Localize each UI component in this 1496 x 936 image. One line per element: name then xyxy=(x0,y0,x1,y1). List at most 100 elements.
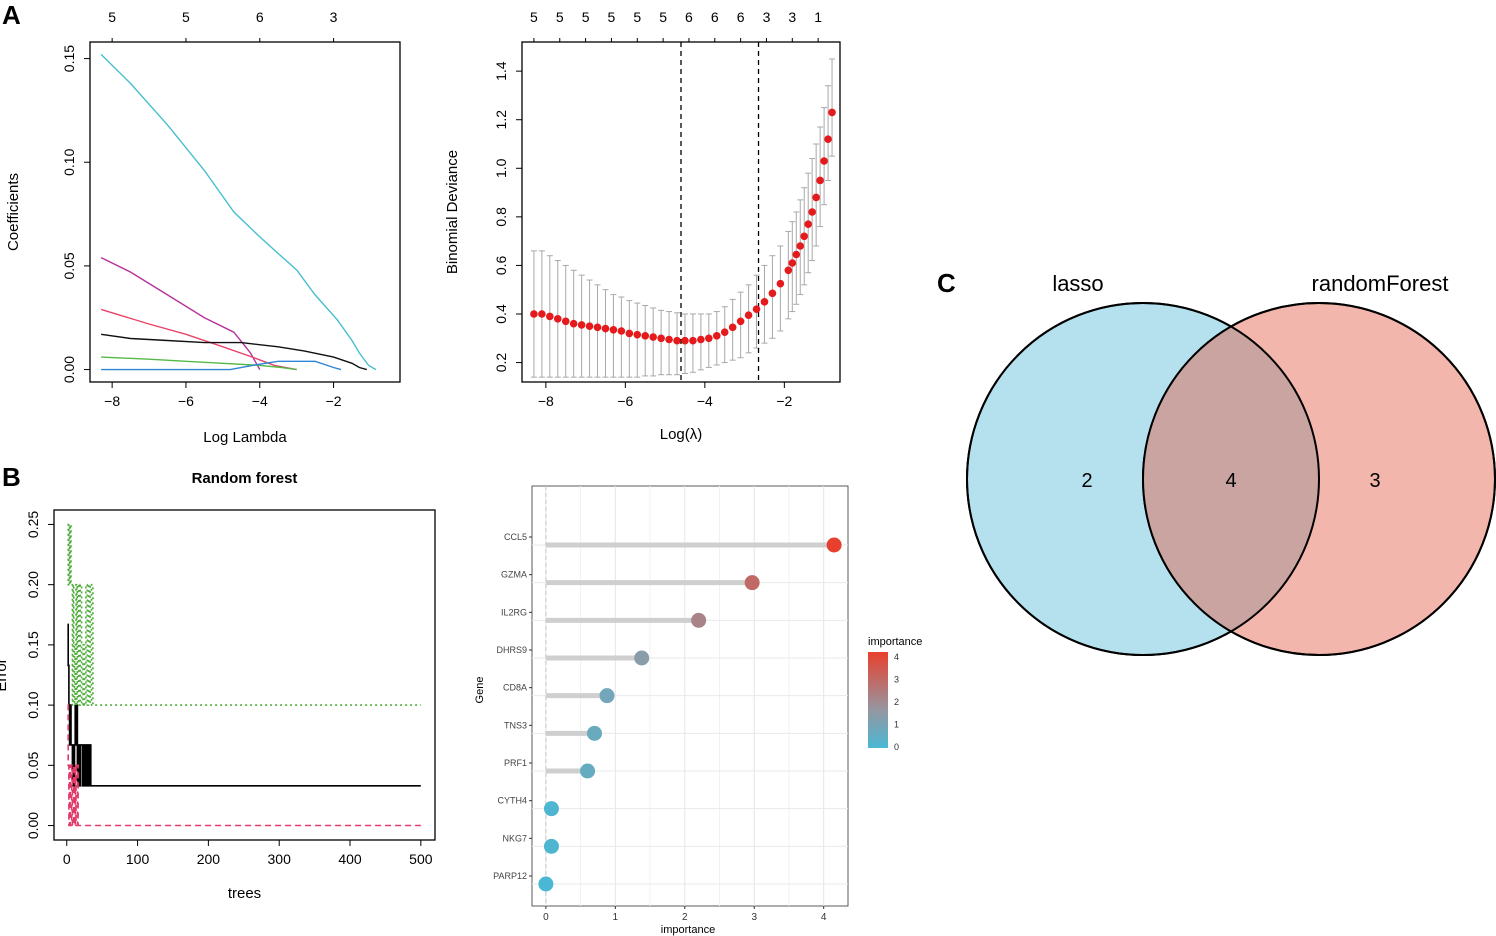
deviance-point xyxy=(792,250,801,259)
deviance-point xyxy=(760,298,769,306)
importance-legend: importance 4 3 2 1 0 xyxy=(868,636,922,752)
rf-x-tick-label: 0 xyxy=(63,851,71,867)
deviance-point xyxy=(816,176,824,185)
lasso-top-tick-label: 6 xyxy=(256,9,264,25)
rf-y-tick-label: 0.20 xyxy=(25,571,41,598)
importance-gene-label: CCL5 xyxy=(504,532,527,542)
rf-error-line-class2 xyxy=(67,523,421,706)
deviance-y-axis-label: Binomial Deviance xyxy=(444,150,461,274)
importance-gene-label: TNS3 xyxy=(504,720,527,730)
lasso-top-tick-label: 5 xyxy=(108,9,116,25)
importance-dot xyxy=(543,838,559,854)
deviance-y-tick-label: 0.4 xyxy=(493,304,509,324)
deviance-point xyxy=(768,289,777,298)
venn-count-randomforest-only: 3 xyxy=(1369,470,1380,492)
panel-label-a: A xyxy=(2,0,21,30)
lasso-coef-line-coef6 xyxy=(101,360,342,371)
deviance-y-tick-label: 1.4 xyxy=(493,61,509,81)
importance-gene-label: DHRS9 xyxy=(496,645,527,655)
deviance-x-tick-label: −8 xyxy=(538,393,554,409)
importance-lollipop-chart: 0 1 2 3 4 importance Gene CCL5 GZMA IL2RG DHRS9 CD8… xyxy=(474,485,922,936)
deviance-point xyxy=(808,208,816,216)
deviance-point xyxy=(681,336,689,345)
deviance-point xyxy=(577,321,586,329)
deviance-point xyxy=(609,325,618,334)
deviance-top-tick-label: 6 xyxy=(711,9,719,25)
lasso-x-axis-label: Log Lambda xyxy=(203,429,287,446)
lasso-top-tick-label: 3 xyxy=(330,9,338,25)
deviance-top-tick-label: 1 xyxy=(814,9,822,25)
importance-x-tick-label: 2 xyxy=(682,912,688,923)
panel-label-c: C xyxy=(937,268,956,298)
importance-x-axis-label: importance xyxy=(661,924,715,936)
lasso-x-tick-label: −6 xyxy=(178,393,194,409)
deviance-point xyxy=(617,327,626,335)
importance-gene-label: CYTH4 xyxy=(497,796,527,806)
deviance-point xyxy=(569,319,578,328)
deviance-x-tick-label: −4 xyxy=(697,393,713,409)
importance-x-tick-label: 3 xyxy=(751,912,757,923)
deviance-point xyxy=(546,312,554,321)
lasso-y-tick-label: 0.15 xyxy=(61,45,77,72)
venn-overlap xyxy=(1143,303,1319,655)
lasso-y-tick-label: 0.05 xyxy=(61,252,77,279)
importance-dot xyxy=(580,763,596,779)
rf-plot-frame xyxy=(53,509,436,841)
deviance-point xyxy=(665,335,673,344)
importance-x-tick-label: 0 xyxy=(543,912,549,923)
deviance-top-tick-label: 6 xyxy=(737,9,745,25)
importance-legend-colorbar xyxy=(868,652,888,748)
deviance-point xyxy=(553,315,562,323)
rf-x-tick-label: 100 xyxy=(126,851,150,867)
deviance-point xyxy=(828,108,836,117)
panel-label-b: B xyxy=(2,462,21,492)
rf-x-axis-label: trees xyxy=(228,885,261,902)
lasso-x-tick-label: −2 xyxy=(326,393,342,409)
deviance-point xyxy=(585,322,594,330)
lasso-plot-frame xyxy=(89,41,401,383)
deviance-point xyxy=(712,332,721,340)
deviance-top-tick-label: 5 xyxy=(582,9,590,25)
venn-count-lasso-only: 2 xyxy=(1081,470,1092,492)
rf-error-line-OOB xyxy=(67,623,421,787)
deviance-point xyxy=(776,279,785,288)
deviance-point xyxy=(800,232,809,241)
deviance-point xyxy=(820,157,828,165)
rf-y-tick-label: 0.00 xyxy=(25,812,41,839)
venn-label-lasso: lasso xyxy=(1052,271,1103,296)
deviance-y-tick-label: 1.0 xyxy=(493,158,509,178)
importance-legend-label: 3 xyxy=(894,675,899,685)
rf-x-tick-label: 200 xyxy=(197,851,221,867)
venn-label-randomforest: randomForest xyxy=(1312,271,1449,296)
deviance-point xyxy=(728,323,737,332)
deviance-point xyxy=(788,259,797,267)
deviance-top-tick-label: 5 xyxy=(633,9,641,25)
importance-dot xyxy=(587,725,603,741)
importance-dot xyxy=(538,876,554,892)
deviance-point xyxy=(657,334,665,343)
venn-count-shared: 4 xyxy=(1225,470,1236,492)
deviance-point xyxy=(538,310,546,318)
lasso-y-tick-label: 0.00 xyxy=(61,356,77,383)
deviance-point xyxy=(812,193,820,202)
deviance-point xyxy=(673,336,681,345)
rf-chart-title: Random forest xyxy=(192,470,298,487)
importance-dot xyxy=(634,650,650,666)
lasso-coef-line-coef1 xyxy=(100,53,377,371)
deviance-point xyxy=(752,305,761,313)
importance-gene-label: PRF1 xyxy=(504,758,527,768)
importance-legend-label: 0 xyxy=(894,742,899,752)
lasso-coef-line-coef3 xyxy=(100,308,297,371)
deviance-point xyxy=(736,317,745,326)
deviance-x-axis-label: Log(λ) xyxy=(660,426,703,443)
lasso-coef-line-coef4 xyxy=(101,333,367,371)
deviance-top-tick-label: 6 xyxy=(685,9,693,25)
rf-y-tick-label: 0.25 xyxy=(25,511,41,538)
lasso-y-tick-label: 0.10 xyxy=(61,148,77,175)
importance-legend-label: 4 xyxy=(894,652,899,662)
rf-y-tick-label: 0.10 xyxy=(25,691,41,718)
lasso-path-chart: −8 −6 −4 −2 0.00 0.05 0.10 0.15 Log Lambda Coeffi… xyxy=(5,9,401,446)
deviance-y-tick-label: 0.6 xyxy=(493,255,509,275)
deviance-point xyxy=(561,317,570,326)
importance-dot xyxy=(543,801,559,817)
